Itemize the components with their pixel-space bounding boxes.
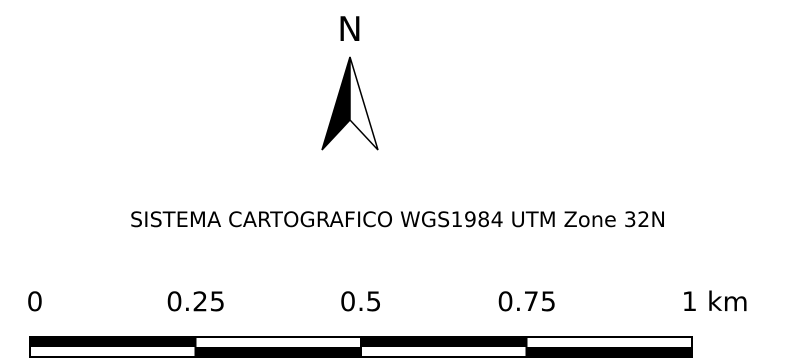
scale-tick-label-0-75: 0.75 bbox=[496, 287, 558, 318]
scale-tick-label-1-km: 1 km bbox=[681, 287, 749, 318]
scale-segment-4-bottom bbox=[526, 347, 692, 357]
north-letter: N bbox=[337, 10, 363, 50]
crs-label: SISTEMA CARTOGRAFICO WGS1984 UTM Zone 32… bbox=[129, 208, 667, 232]
north-arrow-icon bbox=[321, 56, 379, 151]
scale-tick-label-0-5: 0.5 bbox=[339, 287, 383, 318]
scale-segment-2-bottom bbox=[195, 347, 361, 357]
scale-segment-3-top bbox=[361, 337, 527, 347]
scale-tick-label-0-25: 0.25 bbox=[165, 287, 227, 318]
scale-segment-1-top bbox=[30, 337, 196, 347]
scale-tick-label-0: 0 bbox=[26, 287, 44, 318]
scale-bar bbox=[29, 336, 693, 358]
